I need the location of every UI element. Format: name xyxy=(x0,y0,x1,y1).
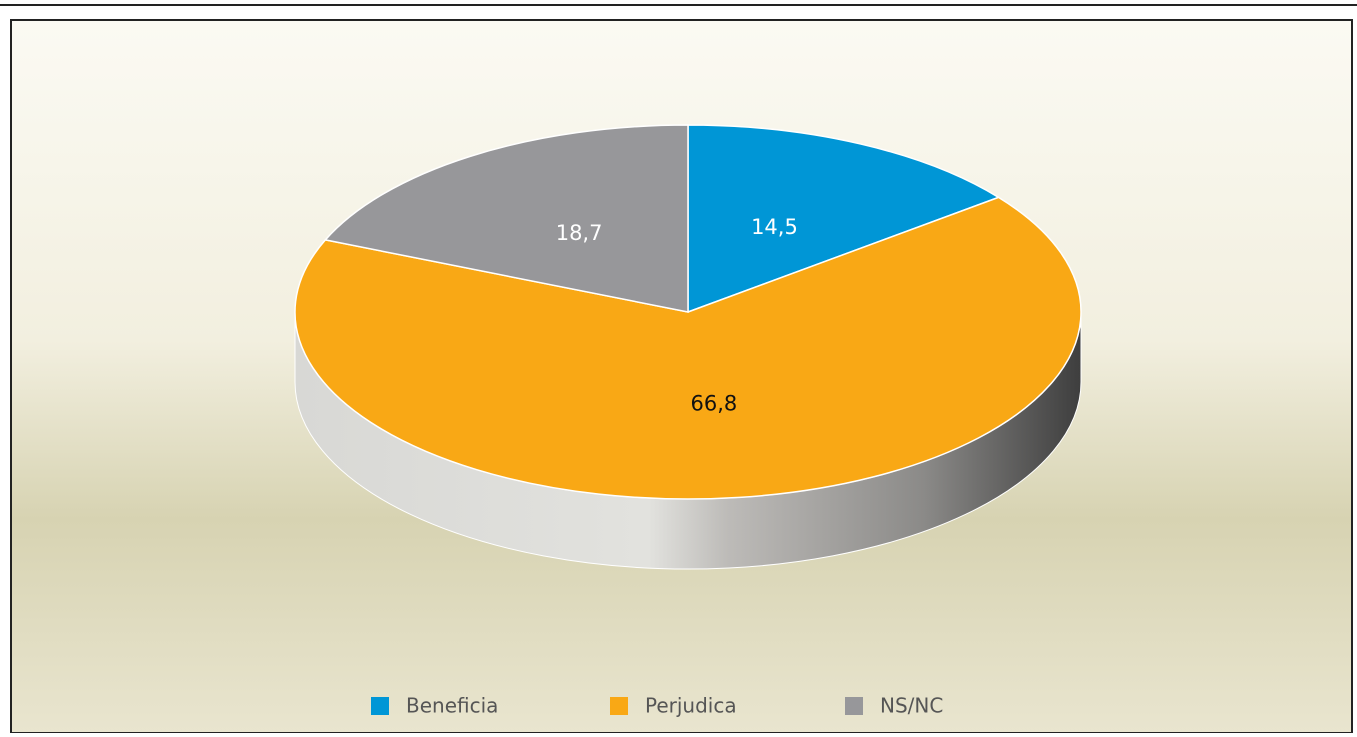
legend-label: NS/NC xyxy=(880,694,943,718)
page: 14,566,818,7BeneficiaPerjudicaNS/NC (() … xyxy=(0,0,1357,733)
data-label: 14,5 xyxy=(751,215,798,239)
chart: 14,5 66,8 18,7 Beneficia Perjudica NS/NC xyxy=(0,0,1357,733)
legend-swatch xyxy=(610,697,628,715)
data-label: 18,7 xyxy=(556,221,603,245)
legend-swatch xyxy=(371,697,389,715)
legend-label: Beneficia xyxy=(406,694,498,718)
legend-swatch xyxy=(845,697,863,715)
data-label: 66,8 xyxy=(690,392,737,416)
legend-label: Perjudica xyxy=(645,694,737,718)
